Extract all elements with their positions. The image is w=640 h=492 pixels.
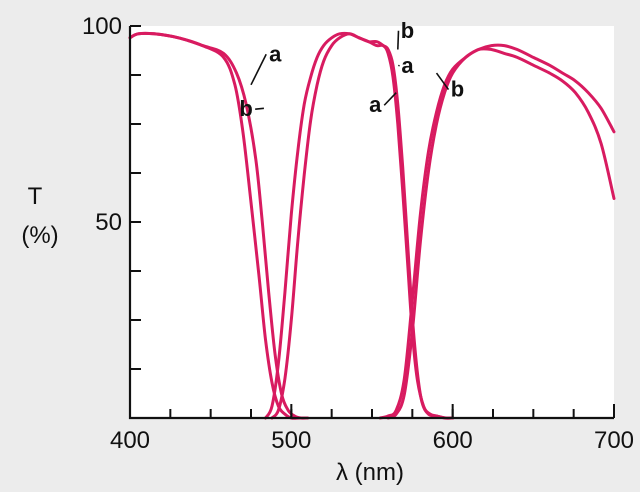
curve-label-leader-b [435, 72, 450, 91]
curve-label-leader-a [250, 53, 267, 86]
curve-label-leader-a [383, 92, 397, 106]
y-tick-label: 100 [82, 13, 122, 40]
y-axis-unit: (%) [21, 222, 58, 249]
curve-b-segment-2 [264, 31, 455, 420]
curve-b-segment-3 [386, 43, 616, 420]
curve-label-b: b [451, 77, 464, 102]
x-tick-label: 700 [594, 427, 634, 454]
y-tick-label: 50 [95, 209, 122, 236]
x-tick-label: 400 [110, 427, 150, 454]
ticks-group: 400 500 600 700 50 100 [82, 13, 634, 454]
axes [128, 26, 614, 420]
curve-label-b: b [401, 18, 414, 43]
x-tick-label: 500 [271, 427, 311, 454]
y-axis-title: T [28, 183, 43, 210]
curve-label-a: a [269, 41, 282, 66]
curve-label-b: b [239, 96, 252, 121]
curve-label-leader-b [397, 30, 400, 50]
plot-area [130, 26, 614, 418]
x-tick-label: 600 [433, 427, 473, 454]
curve-label-a: a [369, 92, 382, 117]
curve-b-segment-1 [128, 31, 309, 420]
curve-label-leader-a [397, 64, 400, 67]
curve-label-leader-b [255, 107, 264, 110]
curves-group [128, 31, 616, 420]
x-axis-title: λ (nm) [336, 459, 404, 486]
curve-label-a: a [401, 53, 414, 78]
